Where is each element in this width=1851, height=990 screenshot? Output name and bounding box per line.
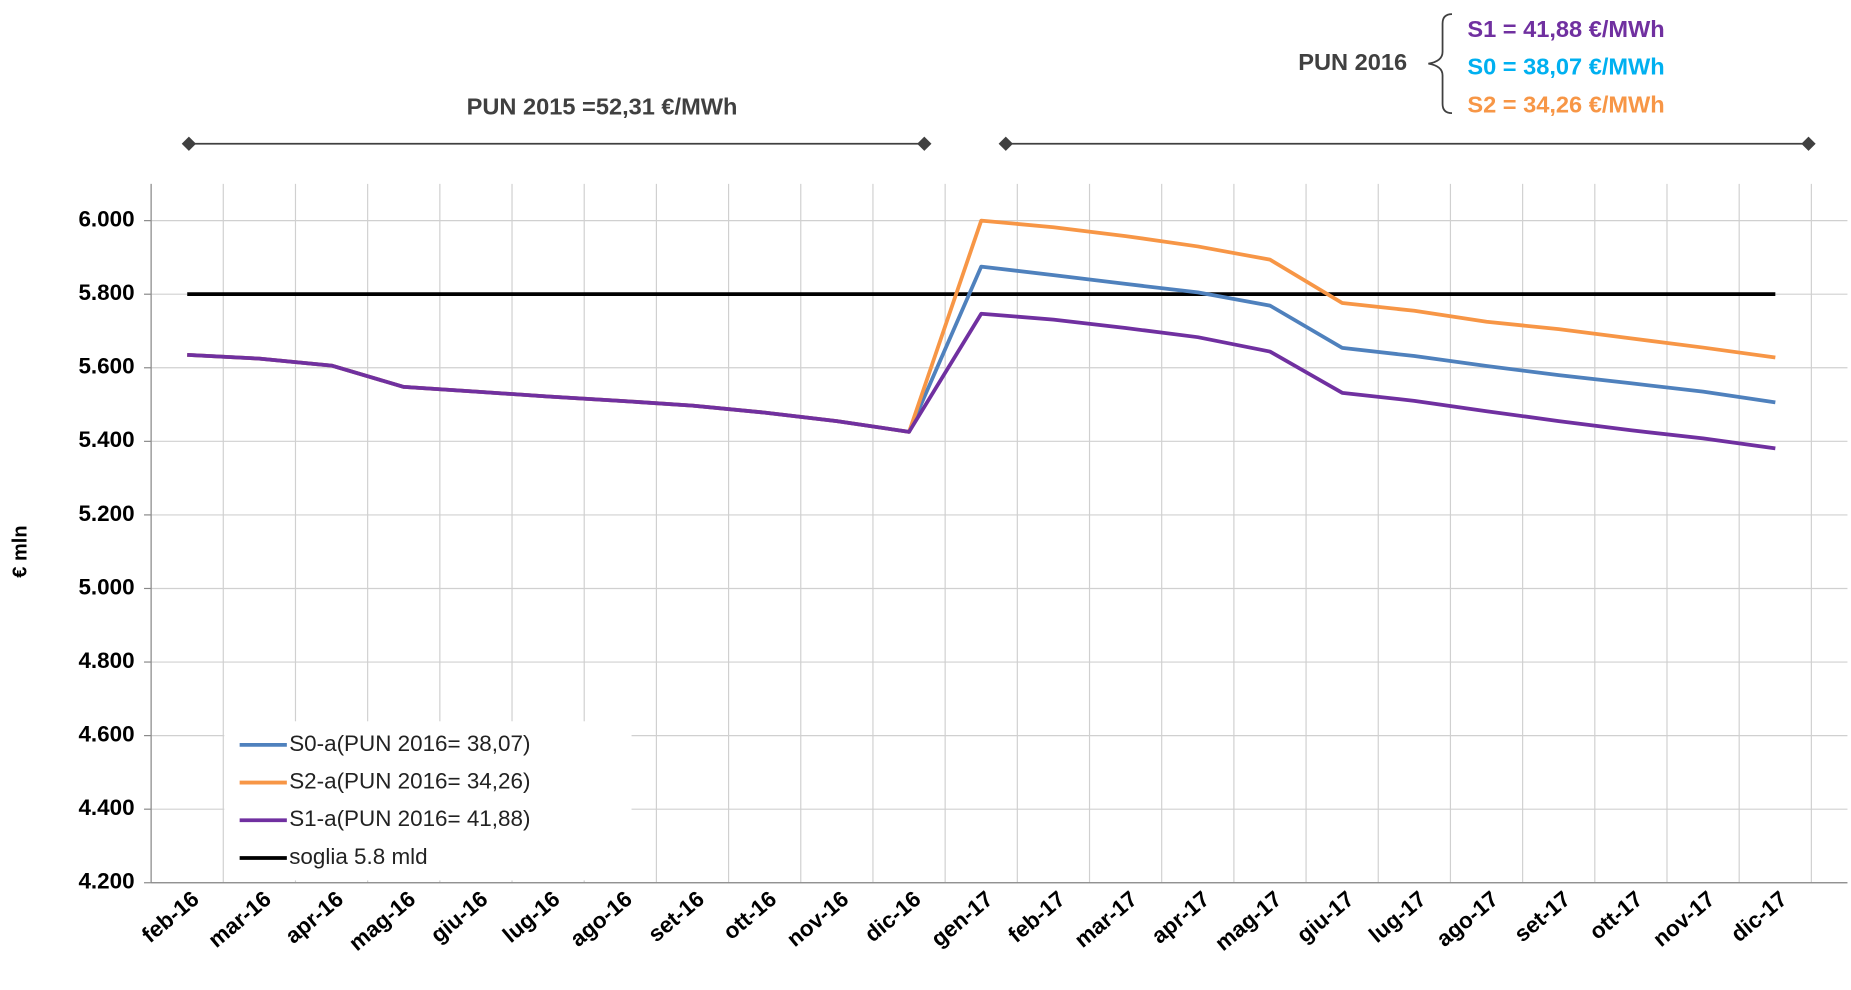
x-tick-label: set-17 <box>1509 886 1575 947</box>
y-tick-label: 6.000 <box>78 207 134 232</box>
legend-label: S1-a(PUN 2016= 41,88) <box>289 806 530 831</box>
x-tick-label: mag-16 <box>344 886 420 956</box>
x-tick-label: apr-16 <box>280 886 348 948</box>
x-tick-label: feb-17 <box>1003 886 1070 948</box>
x-tick-label: nov-16 <box>782 886 853 952</box>
y-tick-label: 4.600 <box>78 722 134 747</box>
x-tick-label: lug-16 <box>498 886 565 948</box>
series-line <box>187 264 1776 434</box>
x-tick-label: mar-16 <box>203 886 275 952</box>
y-tick-label: 4.400 <box>78 795 134 820</box>
y-axis-label: € mln <box>10 525 32 577</box>
legend-box <box>224 721 632 881</box>
x-tick-label: mag-17 <box>1210 886 1286 956</box>
annotation: S2 = 34,26 €/MWh <box>1467 91 1664 117</box>
x-tick-label: lug-17 <box>1364 886 1431 948</box>
legend-label: soglia 5.8 mld <box>289 844 427 869</box>
x-tick-label: ott-17 <box>1585 886 1648 944</box>
x-tick-label: set-16 <box>643 886 709 947</box>
x-tick-label: ago-16 <box>565 886 636 952</box>
x-tick-label: ott-16 <box>718 886 781 944</box>
series-line <box>187 218 1776 434</box>
y-tick-label: 5.600 <box>78 354 134 379</box>
x-tick-label: mar-17 <box>1070 886 1142 952</box>
x-tick-label: giu-17 <box>1292 886 1359 948</box>
x-tick-label: giu-16 <box>426 886 493 948</box>
x-tick-label: gen-17 <box>926 886 997 952</box>
y-tick-label: 5.200 <box>78 501 134 526</box>
annotation: S0 = 38,07 €/MWh <box>1467 54 1664 80</box>
y-tick-label: 5.800 <box>78 280 134 305</box>
y-tick-label: 4.200 <box>78 869 134 894</box>
x-tick-label: apr-17 <box>1147 886 1215 948</box>
period-arrows <box>181 13 1816 151</box>
x-tick-label: nov-17 <box>1648 886 1719 952</box>
annotation: PUN 2015 =52,31 €/MWh <box>467 94 738 120</box>
legend-label: S0-a(PUN 2016= 38,07) <box>289 731 530 756</box>
y-tick-label: 4.800 <box>78 648 134 673</box>
y-tick-label: 5.400 <box>78 427 134 452</box>
x-tick-label: dic-16 <box>860 886 926 947</box>
legend-label: S2-a(PUN 2016= 34,26) <box>289 769 530 794</box>
annotation: S1 = 41,88 €/MWh <box>1467 16 1664 42</box>
x-tick-label: dic-17 <box>1726 886 1792 947</box>
annotation: PUN 2016 <box>1298 49 1407 75</box>
x-tick-label: feb-16 <box>137 886 204 948</box>
x-tick-label: ago-17 <box>1432 886 1503 952</box>
y-tick-label: 5.000 <box>78 574 134 599</box>
series-line <box>187 311 1776 451</box>
